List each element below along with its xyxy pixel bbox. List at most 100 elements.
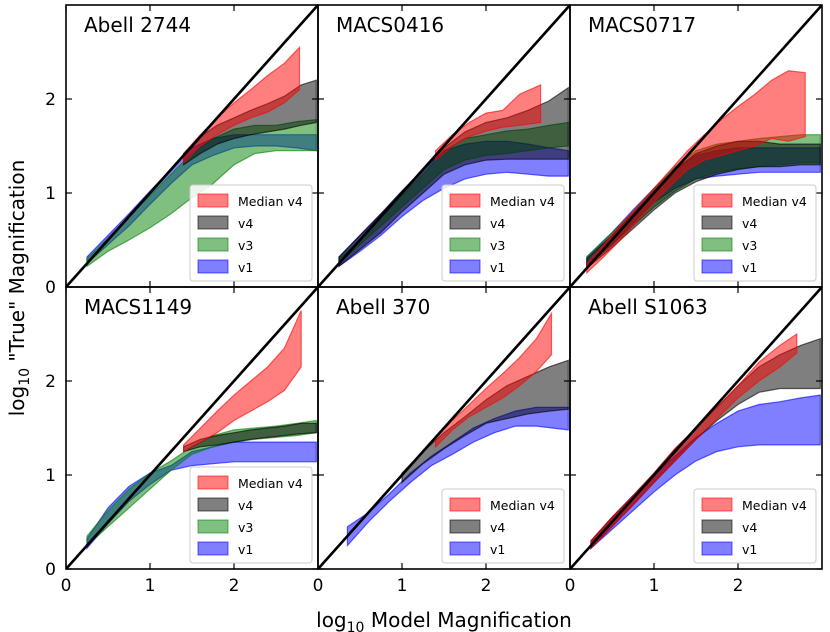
- y-tick-label: 2: [45, 372, 56, 392]
- legend-label: Median v4: [238, 476, 303, 491]
- band-median-v4: [435, 311, 553, 449]
- legend-swatch-v4: [701, 215, 733, 230]
- panel-title: Abell 370: [336, 295, 430, 319]
- x-tick-label: 0: [313, 576, 324, 596]
- x-tick-label: 2: [229, 576, 240, 596]
- legend-swatch-median-v4: [701, 193, 733, 208]
- legend-swatch-median-v4: [449, 497, 481, 512]
- legend: Median v4 v4 v3 v1: [441, 184, 565, 282]
- x-tick-label: 0: [565, 576, 576, 596]
- legend-swatch-v4: [701, 519, 733, 534]
- band-median-v4: [586, 70, 806, 275]
- band-median-v4: [435, 83, 542, 162]
- legend-swatch-v1: [449, 541, 481, 556]
- legend-box: [441, 184, 565, 282]
- identity-line: [66, 5, 318, 287]
- panel-abell-s1063-plot-area: [570, 287, 822, 569]
- x-tick-label: 0: [61, 576, 72, 596]
- legend-label: v3: [238, 520, 253, 535]
- legend-swatch-v4: [197, 497, 229, 512]
- legend-box: [189, 184, 313, 282]
- y-axis-label: log10 "True" Magnification: [5, 160, 33, 417]
- panel-abell-s1063-frame: [569, 286, 823, 570]
- legend: Median v4 v4 v3 v1: [189, 184, 313, 282]
- panel-macs1149: 0 1 2 0 1 2 MACS1149 Median v4 v4 v3 v1: [45, 286, 319, 596]
- panel-abell-2744-plot-area: [66, 5, 318, 287]
- legend-label: v4: [742, 216, 757, 231]
- panels-group: 0 1 2 Abell 2744 Median v4 v4 v3 v1 MACS0416 Medi…: [45, 4, 823, 596]
- identity-line: [318, 5, 570, 287]
- band-v4: [183, 422, 317, 453]
- y-tick-label: 0: [45, 560, 56, 580]
- legend: Median v4 v4 v1: [441, 488, 565, 564]
- identity-line: [570, 5, 822, 287]
- identity-line: [66, 287, 318, 569]
- legend-swatch-v3: [701, 237, 733, 252]
- x-tick-label: 2: [733, 576, 744, 596]
- legend-label: v1: [742, 260, 757, 275]
- legend-swatch-v1: [449, 259, 481, 274]
- band-median-v4: [590, 332, 798, 550]
- legend: Median v4 v4 v3 v1: [693, 184, 817, 282]
- legend-swatch-v3: [197, 237, 229, 252]
- legend-box: [189, 466, 313, 564]
- legend: Median v4 v4 v1: [693, 488, 817, 564]
- panel-abell-370: 0 1 2 Abell 370 Median v4 v4 v1: [313, 286, 571, 596]
- panel-title: MACS0717: [588, 13, 696, 37]
- legend-label: Median v4: [490, 498, 555, 513]
- panel-macs0416: MACS0416 Median v4 v4 v3 v1: [317, 4, 571, 288]
- legend-label: v3: [742, 238, 757, 253]
- panel-macs0717: MACS0717 Median v4 v4 v3 v1: [569, 4, 823, 288]
- legend-label: Median v4: [742, 498, 807, 513]
- panel-macs0416-plot-area: [318, 5, 570, 287]
- legend-swatch-median-v4: [449, 193, 481, 208]
- y-tick-label: 0: [45, 278, 56, 298]
- legend-label: v1: [490, 542, 505, 557]
- panel-title: Abell S1063: [588, 295, 708, 319]
- legend: Median v4 v4 v3 v1: [189, 466, 313, 564]
- panel-abell-370-plot-area: [318, 287, 570, 569]
- panel-macs0717-plot-area: [570, 5, 822, 287]
- panel-title: Abell 2744: [84, 13, 191, 37]
- legend-label: v4: [490, 520, 505, 535]
- legend-label: Median v4: [742, 194, 807, 209]
- legend-swatch-v1: [701, 541, 733, 556]
- legend-swatch-v4: [449, 519, 481, 534]
- x-tick-label: 1: [145, 576, 156, 596]
- legend-swatch-v3: [449, 237, 481, 252]
- legend-label: v4: [238, 498, 253, 513]
- legend-label: v1: [238, 542, 253, 557]
- legend-label: Median v4: [490, 194, 555, 209]
- panel-title: MACS0416: [336, 13, 444, 37]
- legend-label: v4: [490, 216, 505, 231]
- y-tick-label: 2: [45, 90, 56, 110]
- panel-abell-2744: 0 1 2 Abell 2744 Median v4 v4 v3 v1: [45, 4, 319, 298]
- band-v3: [86, 119, 317, 268]
- legend-label: v3: [490, 238, 505, 253]
- panel-macs1149-plot-area: [66, 287, 318, 569]
- band-median-v4: [183, 45, 301, 165]
- legend-swatch-median-v4: [197, 193, 229, 208]
- legend-swatch-v4: [449, 215, 481, 230]
- legend-swatch-v1: [701, 259, 733, 274]
- legend-box: [693, 184, 817, 282]
- x-tick-label: 2: [481, 576, 492, 596]
- identity-line: [318, 287, 570, 569]
- legend-swatch-v1: [197, 541, 229, 556]
- legend-swatch-v4: [197, 215, 229, 230]
- x-tick-label: 1: [397, 576, 408, 596]
- y-tick-label: 1: [45, 184, 56, 204]
- legend-label: v4: [742, 520, 757, 535]
- legend-swatch-median-v4: [701, 497, 733, 512]
- band-median-v4: [183, 310, 302, 453]
- legend-label: v4: [238, 216, 253, 231]
- legend-label: v1: [238, 260, 253, 275]
- y-tick-label: 1: [45, 466, 56, 486]
- legend-swatch-median-v4: [197, 475, 229, 490]
- x-tick-label: 1: [649, 576, 660, 596]
- x-axis-label: log10 Model Magnification: [316, 608, 572, 632]
- panel-abell-s1063: 0 1 2 Abell S1063 Median v4 v4 v1: [565, 286, 823, 596]
- panel-title: MACS1149: [84, 295, 192, 319]
- legend-label: v1: [490, 260, 505, 275]
